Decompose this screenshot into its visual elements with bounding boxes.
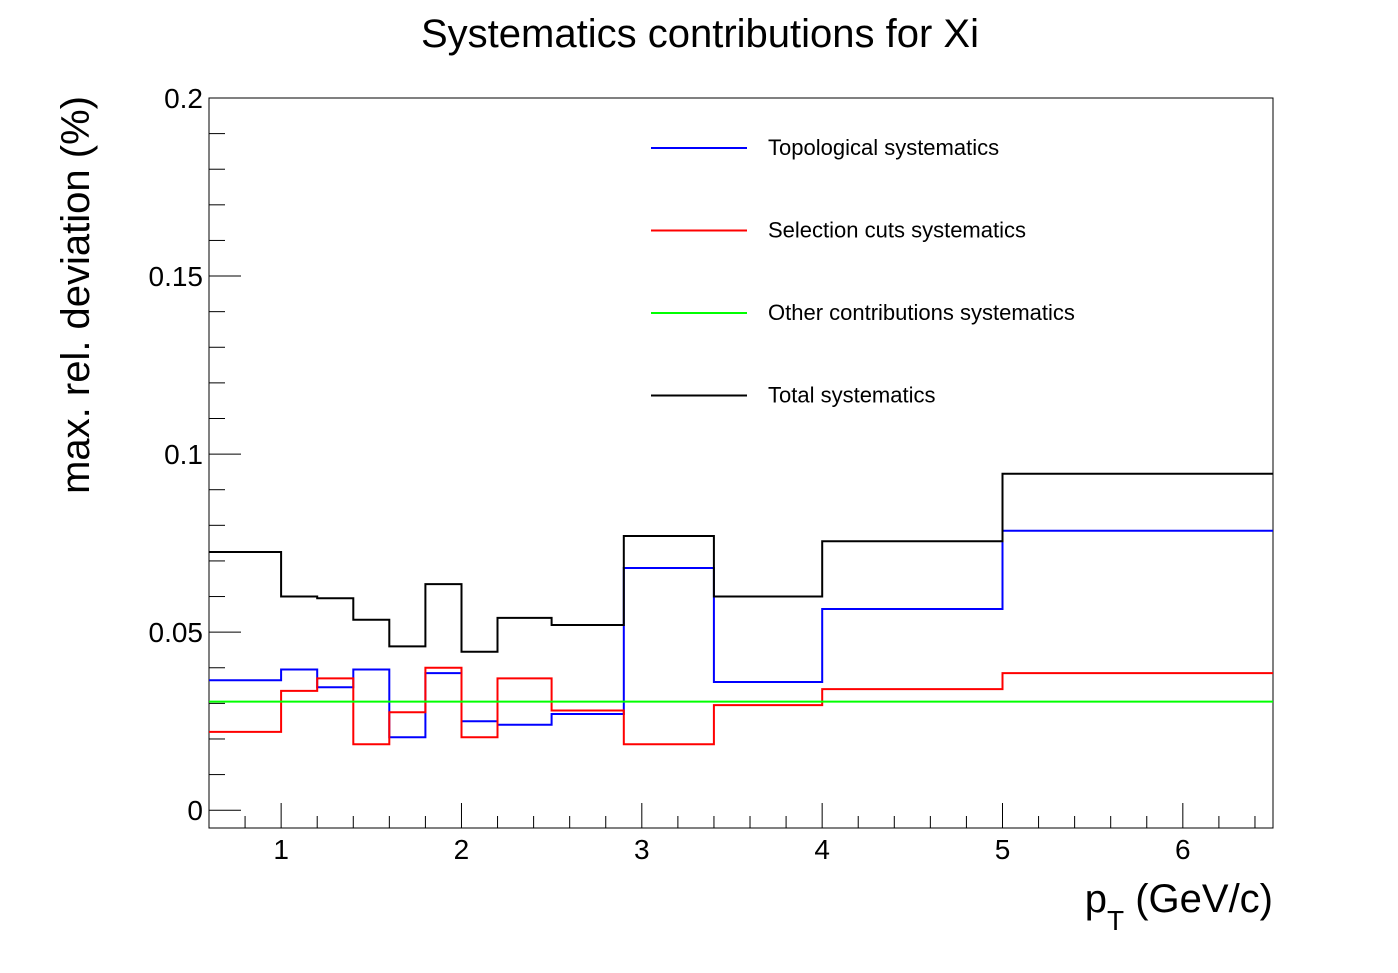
legend-label: Selection cuts systematics [768,218,1026,243]
x-tick-label: 2 [454,834,470,865]
y-tick-label: 0.15 [149,261,204,292]
plot-area: 0 0.05 0.1 0.15 0.2 1 2 3 4 5 6 [149,83,1274,865]
x-tick-label: 4 [814,834,830,865]
x-tick-label: 1 [273,834,289,865]
x-axis-label-main: p [1085,877,1107,921]
legend-label: Total systematics [768,383,936,408]
x-axis-label-subscript: T [1107,905,1124,936]
x-axis-label-rest: (GeV/c) [1124,877,1273,921]
y-tick-label: 0.05 [149,617,204,648]
legend: Topological systematics Selection cuts sy… [651,135,1075,408]
x-axis-label: pT (GeV/c) [1085,877,1273,936]
y-tick-label: 0.1 [164,439,203,470]
x-tick-label: 6 [1175,834,1191,865]
y-axis-label: max. rel. deviation (%) [54,96,98,494]
y-tick-label: 0 [187,795,203,826]
x-axis-ticks: 1 2 3 4 5 6 [244,803,1256,865]
series-lines [209,472,1273,746]
legend-label: Other contributions systematics [768,300,1075,325]
y-tick-label: 0.2 [164,83,203,114]
chart-title: Systematics contributions for Xi [421,12,979,56]
plot-frame [208,97,1274,829]
series-line-2 [209,666,1273,746]
legend-label: Topological systematics [768,135,999,160]
series-line-1 [209,529,1273,739]
x-tick-label: 5 [995,834,1011,865]
y-axis-ticks: 0 0.05 0.1 0.15 0.2 [149,83,241,826]
series-line-4 [209,472,1273,653]
x-tick-label: 3 [634,834,650,865]
